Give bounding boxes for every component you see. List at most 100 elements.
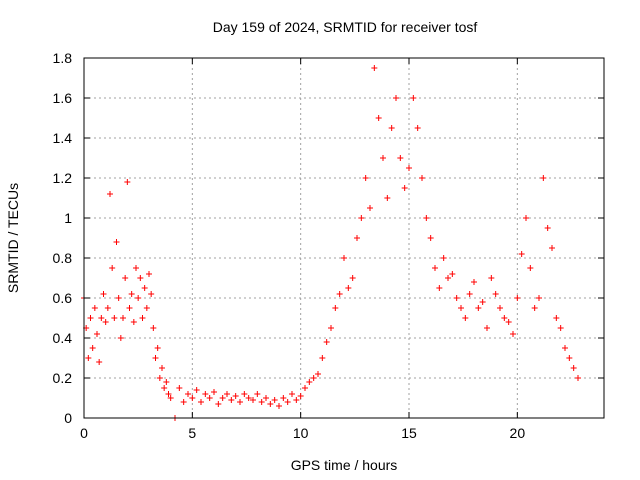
y-tick-label: 0.6 xyxy=(53,290,73,306)
data-point xyxy=(263,395,269,401)
data-point xyxy=(124,179,131,185)
data-point xyxy=(165,391,172,397)
data-point xyxy=(224,391,230,397)
data-point xyxy=(471,279,477,285)
y-tick-label: 0.4 xyxy=(53,330,73,346)
data-point xyxy=(206,395,213,401)
data-point xyxy=(384,195,391,201)
data-point xyxy=(198,399,204,405)
data-point xyxy=(510,331,516,337)
data-point xyxy=(436,285,443,291)
data-point xyxy=(358,215,365,221)
y-tick-label: 0 xyxy=(64,410,72,426)
data-point xyxy=(107,191,113,197)
data-point xyxy=(267,401,274,407)
data-point xyxy=(536,295,542,301)
data-point xyxy=(284,399,291,405)
data-point xyxy=(319,355,326,361)
data-point xyxy=(514,295,521,301)
data-point xyxy=(258,399,265,405)
data-point xyxy=(323,339,330,345)
data-point xyxy=(130,319,137,325)
data-point xyxy=(98,315,105,321)
data-point xyxy=(553,315,560,321)
data-point xyxy=(91,305,98,311)
data-point xyxy=(141,285,148,291)
data-point xyxy=(156,375,163,381)
data-point xyxy=(135,295,142,301)
data-point xyxy=(163,379,170,385)
data-point xyxy=(349,275,356,281)
data-point xyxy=(176,385,183,391)
y-tick-label: 0.8 xyxy=(53,250,73,266)
y-tick-label: 0.2 xyxy=(53,370,73,386)
data-point xyxy=(557,325,564,331)
data-point xyxy=(332,305,339,311)
data-point xyxy=(219,395,226,401)
y-tick-label: 1.8 xyxy=(53,50,73,66)
y-tick-label: 1.6 xyxy=(53,90,73,106)
data-point xyxy=(445,275,451,281)
y-tick-label: 1.4 xyxy=(53,130,73,146)
y-tick-label: 1.2 xyxy=(53,170,73,186)
data-point xyxy=(102,319,109,325)
data-point xyxy=(104,305,111,311)
data-point xyxy=(146,271,152,277)
data-point xyxy=(293,397,300,403)
data-point xyxy=(148,291,155,297)
data-point xyxy=(122,275,129,281)
data-point xyxy=(505,319,512,325)
data-point xyxy=(375,115,382,121)
data-point xyxy=(393,95,399,101)
data-point xyxy=(575,375,581,381)
data-point xyxy=(570,365,577,371)
data-point xyxy=(280,395,287,401)
data-point xyxy=(96,359,103,365)
data-point xyxy=(271,397,278,403)
data-point xyxy=(527,265,534,271)
data-point xyxy=(566,355,573,361)
data-point xyxy=(427,235,434,241)
data-point xyxy=(254,391,261,397)
data-point xyxy=(540,175,547,181)
data-point xyxy=(111,315,118,321)
data-point xyxy=(185,391,191,397)
data-point xyxy=(523,215,529,221)
data-point xyxy=(345,285,352,291)
data-point xyxy=(241,391,248,397)
data-point xyxy=(449,271,456,277)
data-point xyxy=(215,401,222,407)
data-point xyxy=(150,325,157,331)
data-point xyxy=(479,299,486,305)
data-point xyxy=(475,305,482,311)
data-point xyxy=(154,345,161,351)
data-point xyxy=(462,315,469,321)
data-point xyxy=(120,315,126,321)
data-point xyxy=(354,235,360,241)
x-tick-label: 15 xyxy=(401,425,417,441)
data-point xyxy=(488,275,495,281)
axis-tick-labels: 0 5 10 15 20 0 0.2 0.4 0.6 0.8 1 1.2 1.4 1.6 1.8 xyxy=(53,50,526,441)
data-point xyxy=(371,65,378,71)
data-point xyxy=(497,305,503,311)
data-point xyxy=(232,393,239,399)
data-point xyxy=(152,355,159,361)
data-point xyxy=(297,393,304,399)
data-point xyxy=(367,205,373,211)
data-point xyxy=(128,291,135,297)
x-axis-label: GPS time / hours xyxy=(291,457,398,473)
data-point xyxy=(228,397,235,403)
data-point xyxy=(336,291,343,297)
data-point xyxy=(410,95,417,101)
data-point xyxy=(544,225,551,231)
data-point xyxy=(289,391,295,397)
data-point xyxy=(406,165,412,171)
data-point xyxy=(193,387,200,393)
data-point xyxy=(531,305,538,311)
data-point xyxy=(423,215,430,221)
data-point xyxy=(126,305,133,311)
grid xyxy=(84,58,604,418)
data-point xyxy=(458,305,464,311)
data-point xyxy=(562,345,568,351)
